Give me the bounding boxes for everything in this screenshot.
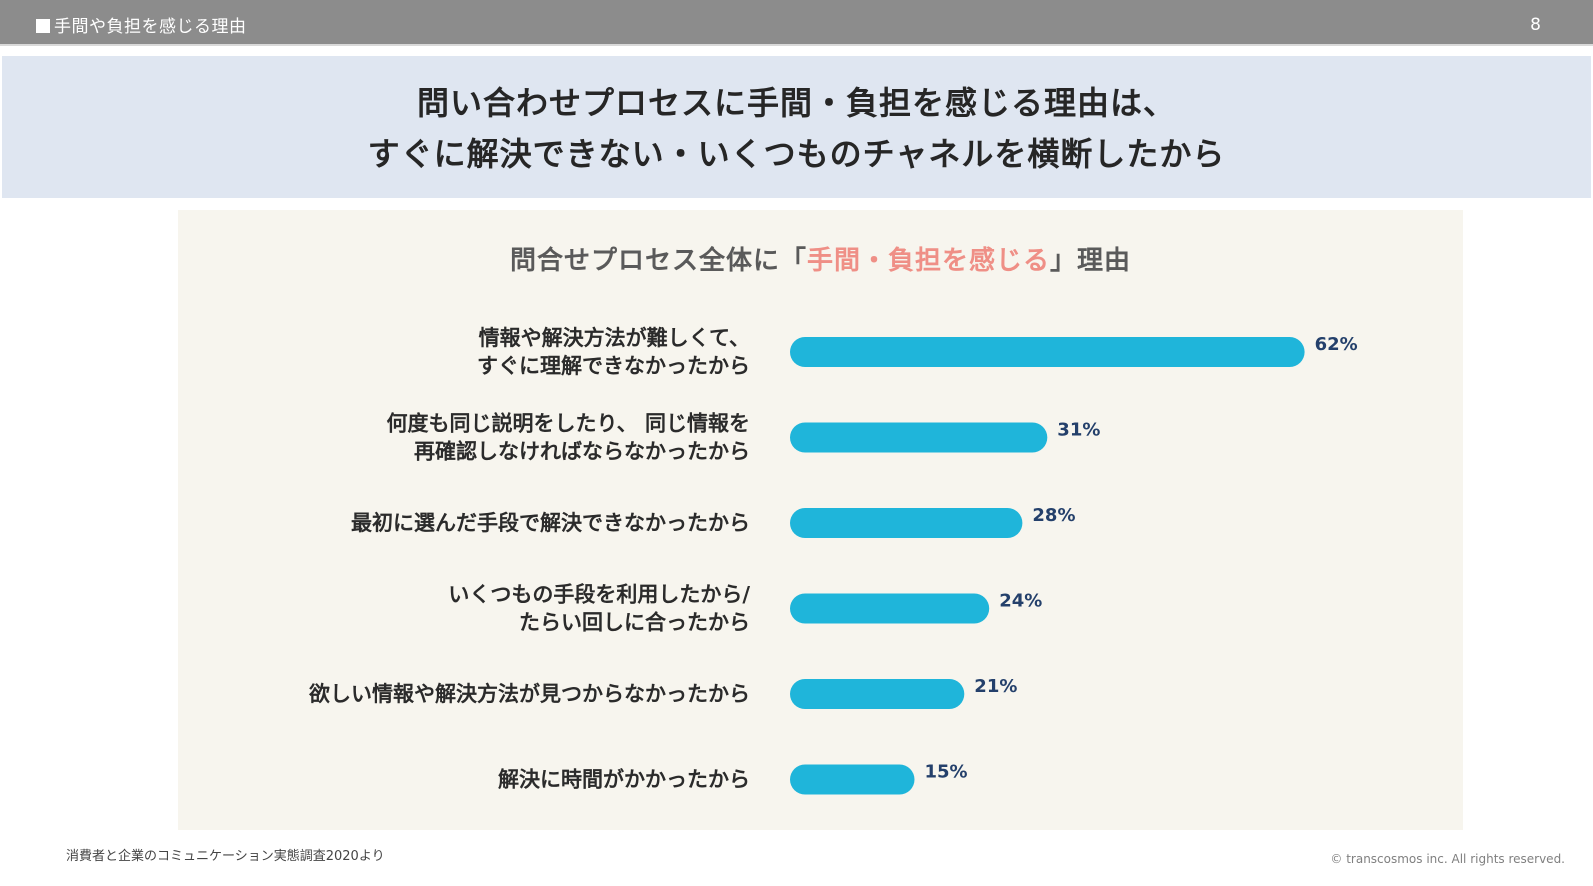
chart-title: 問合せプロセス全体に「手間・負担を感じる」理由 <box>178 240 1463 277</box>
category-label-3-line-1: 最初に選んだ手段で解決できなかったから <box>351 511 750 535</box>
bar-5 <box>790 679 965 709</box>
bar-2 <box>790 422 1048 453</box>
chart-panel: 問合せプロセス全体に「手間・負担を感じる」理由 62% 情報や解決方法が難しくて、… <box>178 210 1463 830</box>
value-label-4: 24% <box>999 591 1042 612</box>
bar-4 <box>790 593 990 624</box>
page-number: 8 <box>1530 15 1541 35</box>
value-label-6: 15% <box>925 762 968 783</box>
value-label-1: 62% <box>1315 334 1358 355</box>
top-bar: 手間や負担を感じる理由 8 <box>0 0 1593 46</box>
value-label-3: 28% <box>1032 505 1075 526</box>
category-label-1-line-2: すぐに理解できなかったから <box>477 354 750 378</box>
value-label-2: 31% <box>1057 420 1100 441</box>
chart-title-highlight: 手間・負担を感じる <box>806 246 1050 276</box>
category-label-2-line-1: 何度も同じ説明をしたり、 同じ情報を <box>387 412 750 436</box>
headline-line-2: すぐに解決できない・いくつものチャネルを横断したから <box>367 135 1226 173</box>
bar-3 <box>790 508 1023 538</box>
category-label-2-line-2: 再確認しなければならなかったから <box>414 440 750 464</box>
source-note: 消費者と企業のコミュニケーション実態調査2020より <box>66 849 385 864</box>
category-label-4-line-1: いくつもの手段を利用したから/ <box>448 583 750 607</box>
bar-6 <box>790 764 915 795</box>
chart-title-prefix: 問合せプロセス全体に「 <box>509 246 807 276</box>
section-title-text: 手間や負担を感じる理由 <box>54 17 247 37</box>
headline: 問い合わせプロセスに手間・負担を感じる理由は、 すぐに解決できない・いくつものチ… <box>2 78 1591 180</box>
category-label-1-line-1: 情報や解決方法が難しくて、 <box>479 326 750 350</box>
square-bullet-icon <box>36 19 50 33</box>
headline-band: 問い合わせプロセスに手間・負担を感じる理由は、 すぐに解決できない・いくつものチ… <box>2 56 1591 198</box>
copyright: © transcosmos inc. All rights reserved. <box>1330 852 1565 866</box>
section-title: 手間や負担を感じる理由 <box>36 12 247 37</box>
value-label-5: 21% <box>974 676 1017 697</box>
category-label-4-line-2: たらい回しに合ったから <box>519 611 750 635</box>
chart-title-suffix: 」理由 <box>1050 246 1132 276</box>
headline-line-1: 問い合わせプロセスに手間・負担を感じる理由は、 <box>416 84 1176 122</box>
category-label-6-line-1: 解決に時間がかかったから <box>498 768 750 792</box>
category-label-5-line-1: 欲しい情報や解決方法が見つからなかったから <box>308 682 750 706</box>
bar-chart: 62% 情報や解決方法が難しくて、すぐに理解できなかったから 31% 何度も同じ説明を… <box>308 326 1358 795</box>
bar-1 <box>790 337 1305 367</box>
